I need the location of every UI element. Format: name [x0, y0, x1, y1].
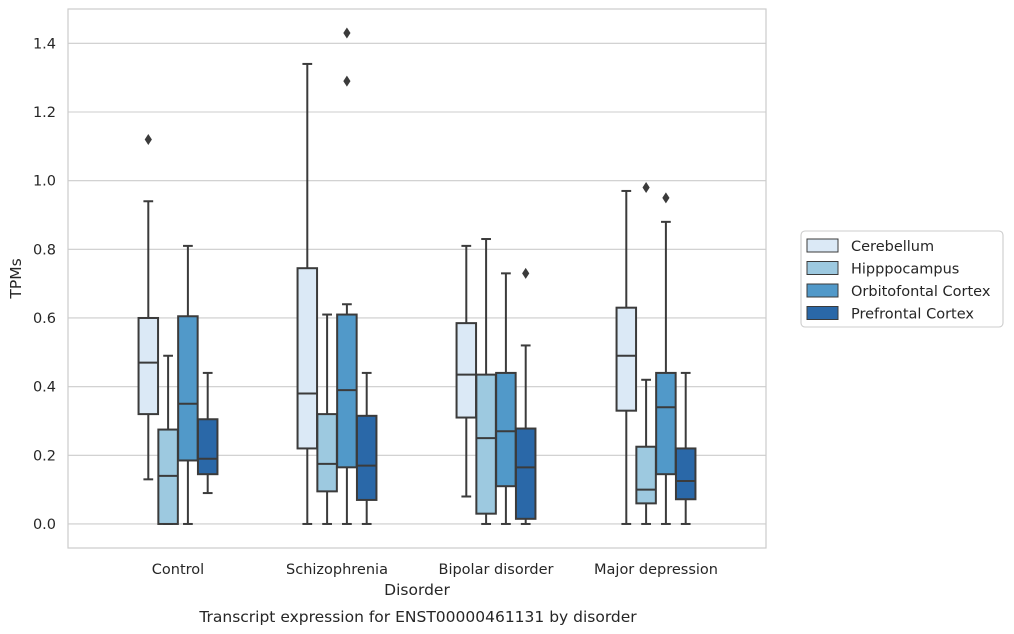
box-body: [635, 445, 657, 505]
box-body: [316, 413, 338, 493]
box-body: [137, 316, 160, 416]
box-hipppocampus: [635, 182, 657, 525]
box-body: [495, 371, 517, 488]
box-body: [674, 447, 697, 501]
box-hipppocampus: [316, 313, 338, 525]
legend-swatch: [806, 261, 839, 275]
x-axis-label: Disorder: [384, 581, 450, 599]
box-orbitofontal-cortex: [495, 272, 517, 525]
legend-swatch: [806, 238, 839, 253]
box-body: [177, 315, 199, 462]
outlier-point: [522, 267, 530, 279]
y-axis-label: TPMs: [7, 258, 25, 299]
outlier-point: [642, 182, 650, 194]
legend: Cerebellum Hipppocampus Orbitofontal Corte…: [800, 230, 1004, 328]
box-prefrontal-cortex: [196, 371, 219, 495]
box-cerebellum: [615, 189, 638, 525]
y-tick-label: 0.4: [33, 380, 56, 396]
y-tick-label: 0.0: [33, 517, 56, 533]
x-tick-labels: Control Schizophrenia Bipolar disorder Majo…: [152, 562, 718, 578]
box-orbitofontal-cortex: [336, 27, 358, 525]
box-prefrontal-cortex: [355, 371, 378, 525]
y-tick-label: 1.0: [33, 174, 56, 190]
box-body: [196, 418, 219, 476]
legend-frame: [800, 230, 1004, 328]
box-hipppocampus: [475, 238, 497, 525]
legend-label: Hipppocampus: [851, 262, 959, 278]
y-tick-label: 1.2: [33, 105, 56, 121]
y-tick-label: 0.2: [33, 448, 56, 464]
plot-frame: [67, 8, 767, 549]
legend-swatch: [806, 283, 839, 298]
legend-label: Prefrontal Cortex: [851, 307, 974, 323]
x-tick-label: Major depression: [594, 562, 718, 578]
box-cerebellum: [137, 133, 160, 481]
outlier-point: [144, 133, 152, 145]
box-hipppocampus: [157, 354, 179, 525]
box-orbitofontal-cortex: [655, 192, 677, 525]
box-prefrontal-cortex: [674, 371, 697, 525]
legend-label: Cerebellum: [851, 239, 934, 255]
boxes: [137, 27, 697, 525]
box-body: [455, 322, 478, 419]
box-body: [296, 267, 319, 450]
legend-label: Orbitofontal Cortex: [851, 284, 991, 300]
y-tick-label: 0.6: [33, 311, 56, 327]
y-tick-label: 1.4: [33, 36, 56, 52]
box-prefrontal-cortex: [514, 267, 537, 525]
outlier-point: [343, 75, 351, 87]
box-orbitofontal-cortex: [177, 244, 199, 525]
x-tick-label: Schizophrenia: [286, 562, 388, 578]
box-cerebellum: [296, 62, 319, 525]
legend-swatch: [806, 306, 839, 320]
y-tick-labels: 0.0 0.2 0.4 0.6 0.8 1.0 1.2 1.4: [33, 36, 56, 533]
outlier-point: [662, 192, 670, 204]
box-cerebellum: [455, 244, 478, 498]
y-tick-label: 0.8: [33, 242, 56, 258]
chart-caption: Transcript expression for ENST0000046113…: [198, 608, 637, 626]
x-tick-label: Bipolar disorder: [439, 562, 554, 578]
box-body: [655, 371, 677, 476]
box-body: [355, 414, 378, 501]
box-body: [514, 427, 537, 520]
x-tick-label: Control: [152, 562, 204, 578]
outlier-point: [343, 27, 351, 39]
box-body: [475, 373, 497, 515]
box-body: [615, 306, 638, 412]
